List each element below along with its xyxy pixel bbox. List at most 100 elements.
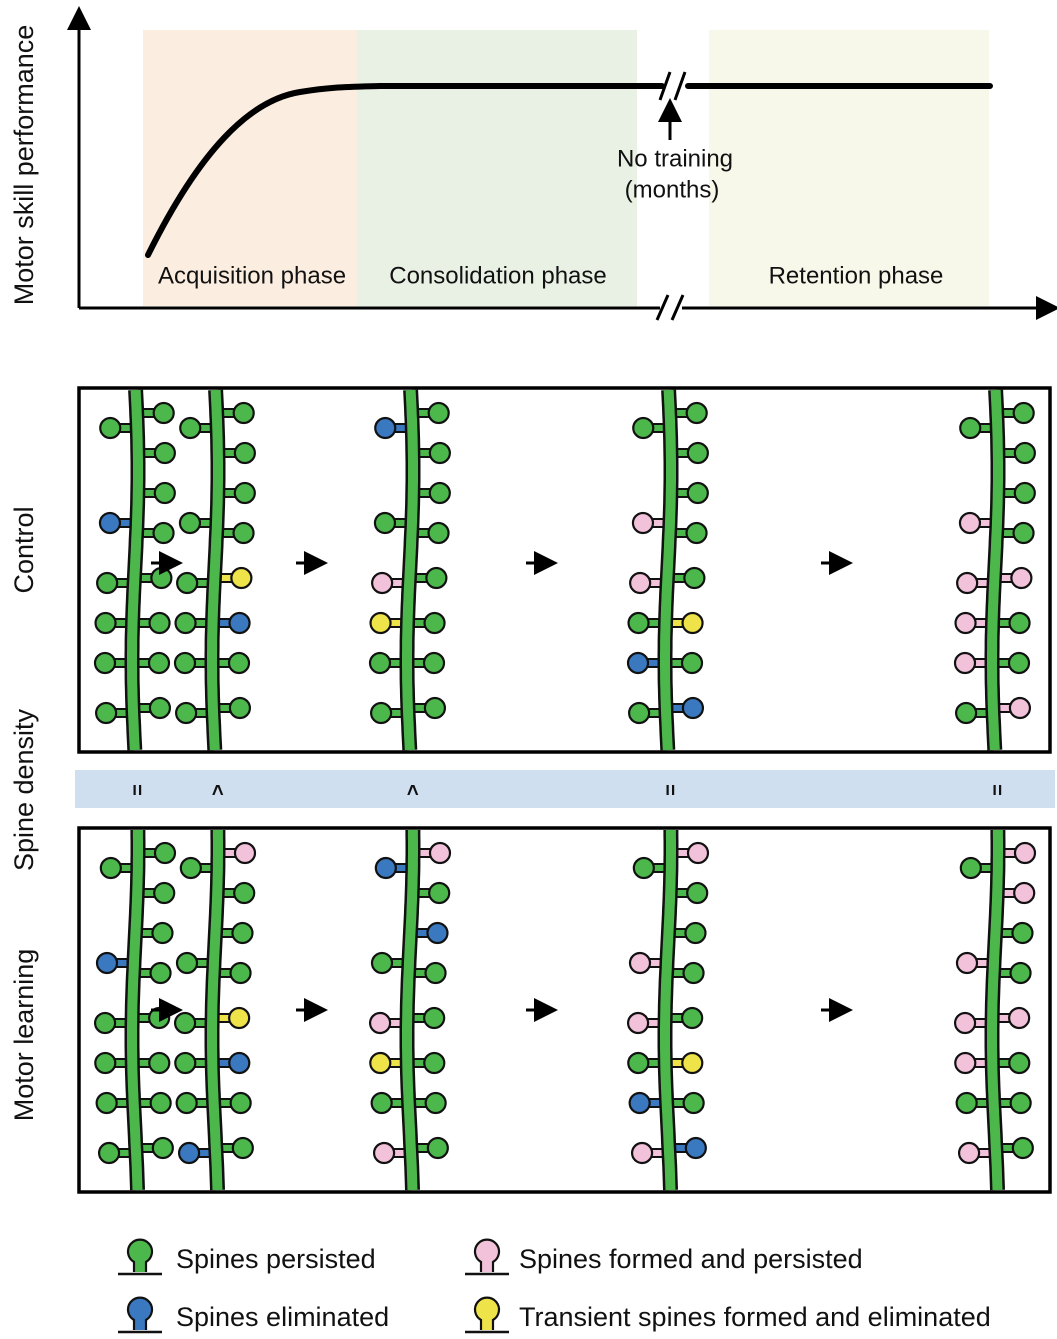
spine-head — [154, 403, 174, 423]
spine-head — [633, 513, 653, 533]
spine-head — [633, 418, 653, 438]
legend-icon — [475, 1298, 499, 1330]
spine-head — [428, 1138, 448, 1158]
y-axis-label: Motor skill performance — [9, 25, 39, 306]
spine-head — [372, 573, 392, 593]
spine-head — [957, 573, 977, 593]
spine-head — [1014, 403, 1034, 423]
spine-head — [632, 1143, 652, 1163]
spine-head — [234, 883, 254, 903]
spine-head — [1015, 843, 1035, 863]
spine-head — [630, 1093, 650, 1113]
dendrite — [132, 390, 138, 750]
spine-head — [629, 703, 649, 723]
spine-head — [100, 513, 120, 533]
spine-head — [955, 653, 975, 673]
spine-head — [175, 1053, 195, 1073]
spine-head — [960, 418, 980, 438]
spine-head — [1013, 1138, 1033, 1158]
spine-head — [175, 653, 195, 673]
spine-head — [230, 613, 250, 633]
spine-head — [153, 1138, 173, 1158]
spine-head — [234, 403, 254, 423]
spine-head — [1009, 653, 1029, 673]
annotation: No training — [617, 145, 733, 172]
spine-head — [155, 483, 175, 503]
spine-head — [232, 923, 252, 943]
spine-head — [371, 613, 391, 633]
curve-break — [660, 72, 685, 100]
density-comparison: = — [987, 784, 1009, 796]
spine-head — [376, 858, 396, 878]
spine-head — [151, 568, 171, 588]
spine-head — [1012, 923, 1032, 943]
spine-head — [1010, 613, 1030, 633]
spine-head — [429, 403, 449, 423]
phase-label: Consolidation phase — [389, 262, 607, 289]
spine-head — [149, 653, 169, 673]
spine-head — [177, 1093, 197, 1113]
spine-head — [429, 883, 449, 903]
spine-head — [229, 1008, 249, 1028]
spine-head — [957, 1093, 977, 1113]
spine-head — [97, 953, 117, 973]
spine-head — [687, 883, 707, 903]
dendrite — [992, 390, 998, 750]
spine-head — [429, 523, 449, 543]
spine-head — [95, 653, 115, 673]
density-comparison: > — [207, 784, 229, 796]
density-comparison: = — [127, 784, 149, 796]
spine-head — [235, 483, 255, 503]
side-label: Motor learning — [9, 949, 39, 1122]
spine-head — [1009, 1053, 1029, 1073]
spine-head — [231, 963, 251, 983]
annotation: (months) — [625, 176, 720, 203]
legend-icon — [128, 1240, 152, 1272]
spine-head — [372, 953, 392, 973]
spine-head — [152, 923, 172, 943]
spine-head — [1009, 1008, 1029, 1028]
spine-head — [176, 703, 196, 723]
spine-head — [684, 963, 704, 983]
spine-head — [430, 483, 450, 503]
spine-head — [101, 858, 121, 878]
spine-head — [426, 568, 446, 588]
spine-head — [370, 1053, 390, 1073]
spine-head — [630, 953, 650, 973]
spine-head — [683, 698, 703, 718]
spine-head — [426, 963, 446, 983]
spine-head — [425, 698, 445, 718]
spine-head — [180, 513, 200, 533]
spine-head — [1011, 963, 1031, 983]
dendrite — [212, 390, 218, 750]
spine-head — [181, 858, 201, 878]
spine-head — [179, 1143, 199, 1163]
spine-head — [234, 523, 254, 543]
spine-head — [371, 703, 391, 723]
phase-label: Acquisition phase — [158, 262, 346, 289]
spine-head — [959, 1143, 979, 1163]
spine-head — [960, 513, 980, 533]
spine-head — [427, 923, 447, 943]
dendrite — [407, 830, 413, 1190]
phase-label: Retention phase — [769, 262, 944, 289]
spine-head — [95, 1013, 115, 1033]
spine-head — [150, 698, 170, 718]
dendrite — [665, 830, 671, 1190]
spine-head — [233, 1138, 253, 1158]
spine-head — [430, 443, 450, 463]
spine-head — [957, 953, 977, 973]
spine-head — [686, 1138, 706, 1158]
legend-label: Spines formed and persisted — [519, 1244, 863, 1274]
side-label: Control — [9, 506, 39, 593]
spine-head — [229, 1053, 249, 1073]
spine-head — [1014, 523, 1034, 543]
spine-head — [1014, 883, 1034, 903]
spine-head — [685, 923, 705, 943]
spine-head — [372, 1093, 392, 1113]
spine-head — [682, 1053, 702, 1073]
spine-head — [97, 1093, 117, 1113]
spine-head — [684, 568, 704, 588]
dendrite — [212, 830, 218, 1190]
density-comparison: = — [660, 784, 682, 796]
